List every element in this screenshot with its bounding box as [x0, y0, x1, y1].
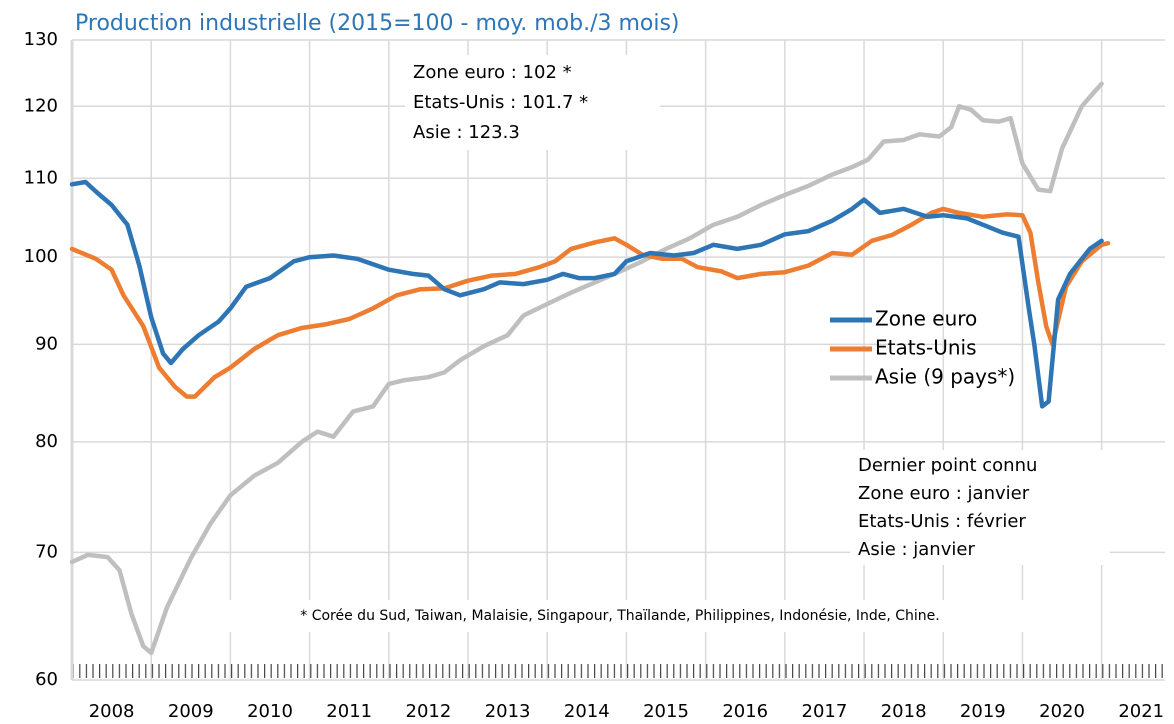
x-tick-label: 2019 [960, 701, 1006, 722]
chart-title: Production industrielle (2015=100 - moy.… [75, 11, 680, 36]
y-tick-label: 110 [24, 167, 58, 188]
annotation: Asie : 123.3 [413, 122, 520, 143]
x-tick-label: 2018 [881, 701, 927, 722]
x-tick-label: 2008 [89, 701, 135, 722]
x-tick-label: 2021 [1118, 701, 1164, 722]
y-tick-label: 120 [24, 95, 58, 116]
y-tick-label: 60 [35, 669, 58, 690]
x-tick-label: 2017 [802, 701, 848, 722]
x-tick-label: 2009 [168, 701, 214, 722]
y-tick-label: 80 [35, 431, 58, 452]
legend-label: Zone euro [875, 307, 977, 331]
x-tick-label: 2014 [564, 701, 610, 722]
footnote: * Corée du Sud, Taiwan, Malaisie, Singap… [300, 608, 939, 624]
legend-label: Asie (9 pays*) [875, 365, 1015, 389]
y-tick-label: 70 [35, 541, 58, 562]
annotation: Etats-Unis : 101.7 * [413, 92, 588, 113]
minor-ticks [72, 664, 1165, 678]
x-tick-label: 2016 [722, 701, 768, 722]
legend-label: Etats-Unis [875, 336, 977, 360]
x-tick-label: 2020 [1039, 701, 1085, 722]
x-tick-label: 2012 [406, 701, 452, 722]
series-line [69, 206, 1111, 399]
annotation-box [850, 450, 1110, 565]
series-line [69, 179, 1104, 409]
annotation-box [405, 55, 660, 150]
annotation: Dernier point connu [858, 455, 1037, 476]
x-tick-label: 2015 [643, 701, 689, 722]
x-tick-label: 2011 [326, 701, 372, 722]
x-tick-label: 2010 [247, 701, 293, 722]
grid [71, 39, 1165, 681]
annotation-box [215, 600, 1025, 632]
title-box [60, 8, 760, 38]
annotation-backgrounds [60, 8, 1110, 632]
annotation: Etats-Unis : février [858, 511, 1026, 532]
annotation: Asie : janvier [858, 539, 975, 560]
annotation: Zone euro : 102 * [413, 62, 572, 83]
lines [69, 81, 1111, 656]
annotation: Zone euro : janvier [858, 483, 1030, 504]
y-tick-label: 90 [35, 333, 58, 354]
x-tick-label: 2013 [485, 701, 531, 722]
y-tick-label: 130 [24, 29, 58, 50]
y-tick-label: 100 [24, 246, 58, 267]
